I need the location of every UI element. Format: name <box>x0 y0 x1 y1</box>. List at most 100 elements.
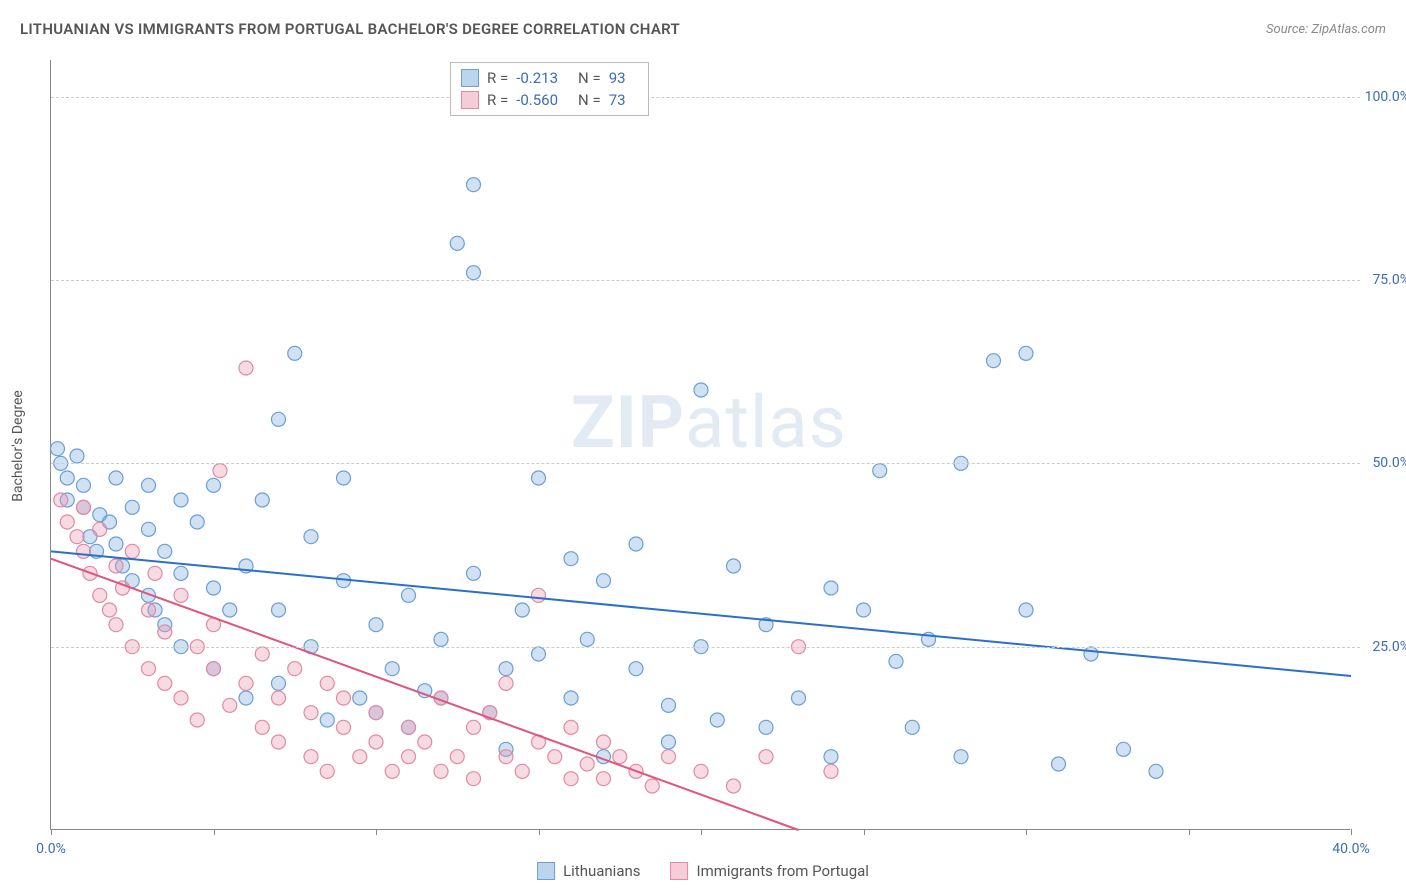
scatter-point <box>385 662 399 676</box>
scatter-point <box>255 647 269 661</box>
scatter-point <box>467 266 481 280</box>
stats-row-series2: R = -0.560 N = 73 <box>461 89 638 111</box>
scatter-point <box>255 493 269 507</box>
x-tick <box>539 829 540 835</box>
scatter-point <box>905 720 919 734</box>
scatter-point <box>337 691 351 705</box>
scatter-point <box>434 632 448 646</box>
scatter-point <box>223 603 237 617</box>
scatter-point <box>109 471 123 485</box>
scatter-point <box>174 493 188 507</box>
scatter-point <box>369 735 383 749</box>
scatter-point <box>954 750 968 764</box>
scatter-point <box>320 713 334 727</box>
scatter-point <box>190 713 204 727</box>
r-label: R = <box>487 69 508 87</box>
legend-item-series1: Lithuanians <box>537 862 640 880</box>
scatter-point <box>272 676 286 690</box>
scatter-point <box>213 464 227 478</box>
scatter-point <box>792 691 806 705</box>
scatter-point <box>548 750 562 764</box>
n-value-series2: 73 <box>609 91 626 109</box>
scatter-point <box>239 691 253 705</box>
scatter-point <box>272 691 286 705</box>
scatter-point <box>613 750 627 764</box>
y-tick-label: 100.0% <box>1365 89 1406 105</box>
x-tick <box>51 829 52 835</box>
scatter-point <box>857 603 871 617</box>
scatter-point <box>727 779 741 793</box>
y-tick-label: 75.0% <box>1372 272 1406 288</box>
scatter-point <box>645 779 659 793</box>
scatter-point <box>103 603 117 617</box>
scatter-point <box>987 354 1001 368</box>
chart-container: LITHUANIAN VS IMMIGRANTS FROM PORTUGAL B… <box>0 0 1406 892</box>
scatter-point <box>824 581 838 595</box>
scatter-point <box>54 493 68 507</box>
scatter-point <box>272 735 286 749</box>
scatter-point <box>629 662 643 676</box>
scatter-point <box>369 706 383 720</box>
n-label: N = <box>578 91 601 109</box>
y-tick-label: 50.0% <box>1372 455 1406 471</box>
scatter-point <box>532 471 546 485</box>
scatter-point <box>304 530 318 544</box>
scatter-point <box>532 588 546 602</box>
scatter-point <box>337 471 351 485</box>
scatter-point <box>597 735 611 749</box>
scatter-point <box>109 559 123 573</box>
scatter-point <box>142 478 156 492</box>
trend-line <box>51 551 1351 676</box>
scatter-point <box>207 581 221 595</box>
x-tick <box>1189 829 1190 835</box>
scatter-point <box>288 662 302 676</box>
scatter-point <box>694 764 708 778</box>
scatter-point <box>597 772 611 786</box>
scatter-point <box>1084 647 1098 661</box>
scatter-point <box>759 720 773 734</box>
scatter-point <box>320 676 334 690</box>
scatter-point <box>662 750 676 764</box>
y-axis-label: Bachelor's Degree <box>10 390 26 502</box>
scatter-point <box>418 735 432 749</box>
scatter-point <box>60 471 74 485</box>
scatter-point <box>158 676 172 690</box>
scatter-point <box>873 464 887 478</box>
scatter-point <box>402 588 416 602</box>
title-bar: LITHUANIAN VS IMMIGRANTS FROM PORTUGAL B… <box>20 20 1386 38</box>
scatter-point <box>223 698 237 712</box>
scatter-point <box>564 720 578 734</box>
scatter-point <box>515 603 529 617</box>
scatter-point <box>467 772 481 786</box>
scatter-point <box>580 757 594 771</box>
scatter-point <box>662 698 676 712</box>
legend-swatch-series2 <box>671 862 689 880</box>
legend-item-series2: Immigrants from Portugal <box>671 862 869 880</box>
x-tick <box>1026 829 1027 835</box>
scatter-point <box>824 764 838 778</box>
scatter-point <box>288 346 302 360</box>
scatter-point <box>125 544 139 558</box>
scatter-point <box>51 442 65 456</box>
scatter-point <box>1117 742 1131 756</box>
scatter-point <box>450 750 464 764</box>
scatter-point <box>662 735 676 749</box>
x-tick <box>214 829 215 835</box>
scatter-point <box>70 449 84 463</box>
scatter-point <box>564 691 578 705</box>
scatter-point <box>148 566 162 580</box>
chart-title: LITHUANIAN VS IMMIGRANTS FROM PORTUGAL B… <box>20 20 680 38</box>
scatter-point <box>207 662 221 676</box>
scatter-point <box>597 574 611 588</box>
x-tick-label: 40.0% <box>1332 841 1370 857</box>
grid-line <box>51 280 1360 281</box>
grid-line <box>51 463 1360 464</box>
scatter-point <box>1019 346 1033 360</box>
scatter-point <box>337 720 351 734</box>
scatter-point <box>239 676 253 690</box>
scatter-point <box>710 713 724 727</box>
scatter-point <box>1052 757 1066 771</box>
x-tick <box>1351 829 1352 835</box>
scatter-point <box>190 515 204 529</box>
scatter-point <box>1019 603 1033 617</box>
